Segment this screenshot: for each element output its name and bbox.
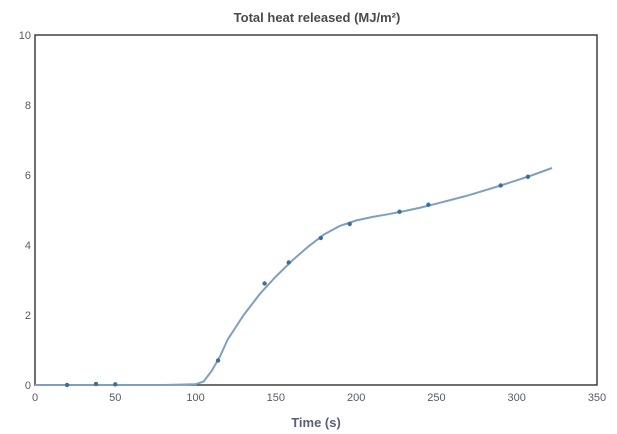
data-point-marker (525, 174, 531, 179)
x-tick-label: 50 (109, 392, 121, 404)
data-point-marker (215, 358, 221, 363)
x-tick-label: 250 (427, 392, 445, 404)
x-axis-ticks: 0 50 100 150 200 250 300 350 (32, 392, 606, 404)
y-tick-label: 2 (25, 310, 31, 322)
data-point-marker (64, 382, 70, 388)
x-tick-label: 350 (588, 392, 606, 404)
chart-title: Total heat released (MJ/m²) (234, 10, 401, 25)
series-line (35, 167, 553, 386)
markers-group (64, 174, 531, 388)
y-tick-label: 8 (25, 100, 31, 112)
x-axis-label: Time (s) (291, 415, 341, 430)
data-point-marker (318, 235, 324, 241)
data-point-marker (426, 202, 431, 207)
y-tick-label: 6 (25, 170, 31, 182)
x-tick-label: 300 (508, 392, 526, 404)
data-point-marker (397, 209, 402, 214)
y-tick-label: 4 (25, 240, 31, 252)
x-tick-label: 100 (186, 392, 204, 404)
x-tick-label: 200 (347, 392, 365, 404)
y-tick-label: 0 (25, 380, 31, 392)
data-point-marker (347, 221, 352, 227)
y-axis-ticks: 0 2 4 6 8 10 (19, 30, 31, 392)
series-group (35, 167, 553, 386)
data-point-marker (498, 183, 503, 188)
data-point-marker (286, 260, 291, 265)
data-point-marker (93, 381, 99, 387)
x-tick-label: 150 (267, 392, 285, 404)
y-tick-label: 10 (19, 30, 31, 42)
data-point-marker (113, 382, 118, 387)
plot-area-frame (34, 34, 598, 386)
x-tick-label: 0 (32, 392, 38, 404)
data-point-marker (262, 281, 267, 286)
